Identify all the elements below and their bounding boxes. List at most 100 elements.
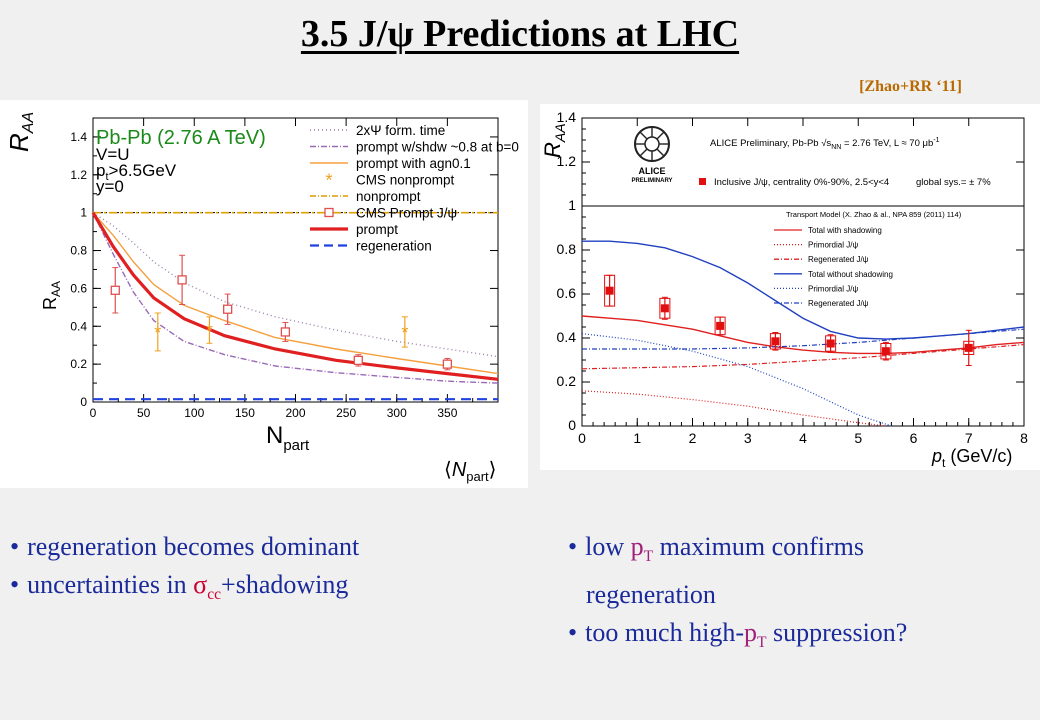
- left-legend: 2xΨ form. time prompt w/shdw ~0.8 at b=0p…: [310, 123, 519, 254]
- sys-box: [714, 316, 726, 336]
- alice-logo: ALICE PRELIMINARY: [631, 126, 673, 184]
- data-point: [964, 343, 973, 352]
- x-tick-label: 0: [90, 406, 97, 420]
- bullet-low-pt: • low pT maximum confirms: [568, 532, 864, 566]
- right-legend: Total with shadowing Primordial J/ψ Regene…: [774, 226, 893, 308]
- slide-title: 3.5 J/ψ Predictions at LHC: [300, 13, 740, 55]
- y-tick-label: 0.2: [70, 357, 87, 371]
- logo-spoke: [639, 131, 648, 140]
- y-tick-label: 0.8: [70, 244, 87, 258]
- left-chart-panel: RAA 0 0.2 0.4 0.6 0.8 1 1.2 1.4 0 50 100 150 200 250 3…: [0, 100, 528, 488]
- legend-label: Regenerated J/ψ: [808, 299, 869, 308]
- y-tick-label: 0.4: [557, 329, 577, 345]
- legend-label: Primordial J/ψ: [808, 284, 858, 293]
- x-tick-label: 4: [799, 430, 807, 446]
- citation: [Zhao+RR ‘11]: [859, 78, 962, 95]
- legend-label: CMS Prompt J/ψ: [356, 206, 457, 221]
- data-point: *: [206, 321, 213, 341]
- logo-spoke: [656, 131, 665, 140]
- x-tick-label: 8: [1020, 430, 1028, 446]
- bullet-high-pt: • too much high-pT suppression?: [568, 618, 908, 652]
- outer-y-label: RAA: [4, 112, 37, 152]
- data-point: [605, 286, 614, 295]
- data-point: [223, 304, 233, 314]
- right-chart-panel: RAA 0 0.2 0.4 0.6 0.8 1 1.2 1.4 0 1 2 3 4 5 6 7 8 pt (Ge…: [540, 104, 1040, 470]
- right-plot-area: 0 0.2 0.4 0.6 0.8 1 1.2 1.4 0 1 2 3 4 5 6 7 8: [557, 109, 1029, 446]
- x-tick-label: 50: [137, 406, 151, 420]
- inner-y-label: RAA: [40, 281, 63, 310]
- right-bullets: • low pT maximum confirms regeneration • t…: [568, 528, 907, 662]
- series-line: [581, 344, 1025, 370]
- data-point: [442, 359, 453, 369]
- svg-text:Inclusive J/ψ, centrality 0%-9: Inclusive J/ψ, centrality 0%-90%, 2.5<y<…: [714, 177, 889, 188]
- legend-label: Total with shadowing: [808, 226, 882, 235]
- x-tick-label: 5: [854, 430, 862, 446]
- legend-marker: *: [325, 171, 332, 191]
- x-tick-label: 2: [689, 430, 697, 446]
- series-line: [581, 390, 886, 427]
- x-tick-label: 200: [285, 406, 305, 420]
- data-point: [110, 285, 120, 295]
- y-tick-label: 0: [80, 395, 87, 409]
- x-tick-label: 3: [744, 430, 752, 446]
- bullet-low-pt-cont: regeneration: [586, 580, 716, 610]
- svg-text:ALICE: ALICE: [639, 166, 666, 176]
- data-point: [771, 337, 780, 346]
- vu-annotation: V=U: [96, 145, 130, 164]
- bullet-uncertainties: • uncertainties in σcc+shadowing: [10, 570, 349, 604]
- legend-label: nonprompt: [356, 189, 421, 204]
- y-tick-label: 1.4: [557, 109, 577, 125]
- plot-frame: [581, 117, 1025, 427]
- data-point: [660, 304, 669, 313]
- data-point: [177, 275, 187, 285]
- series-line: [92, 212, 499, 384]
- legend-label: prompt w/shdw ~0.8 at b=0: [356, 140, 519, 155]
- legend-label: 2xΨ form. time: [356, 123, 445, 138]
- x-tick-label: 350: [437, 406, 457, 420]
- series-line: [581, 333, 892, 427]
- pt-annotation: pt>6.5GeV: [96, 161, 177, 183]
- series-line: [581, 315, 1025, 355]
- legend-label: Regenerated J/ψ: [808, 255, 869, 264]
- right-y-label: RAA: [540, 123, 568, 158]
- y-tick-label: 1: [80, 206, 87, 220]
- right-chart: RAA 0 0.2 0.4 0.6 0.8 1 1.2 1.4 0 1 2 3 4 5 6 7 8 pt (Ge…: [540, 109, 1029, 470]
- legend-label: Primordial J/ψ: [808, 241, 858, 250]
- right-x-label: pt (GeV/c): [931, 446, 1012, 470]
- data-point: [881, 347, 890, 356]
- series-line: [92, 212, 499, 375]
- x-tick-label: 100: [184, 406, 204, 420]
- series-line: [582, 240, 1025, 340]
- x-tick-label: 150: [235, 406, 255, 420]
- sys-box: [769, 333, 781, 350]
- data-point: [353, 355, 363, 365]
- legend-label: Total without shadowing: [808, 270, 893, 279]
- y-annotation: y=0: [96, 177, 124, 196]
- y-tick-label: 0.6: [70, 281, 87, 295]
- x-tick-label: 250: [336, 406, 356, 420]
- sys-box: [963, 340, 975, 356]
- left-bullets: • regeneration becomes dominant • uncertai…: [10, 528, 359, 614]
- alice-header: ALICE Preliminary, Pb-Pb √sNN = 2.76 TeV…: [710, 137, 940, 151]
- model-title: Transport Model (X. Zhao & al., NPA 859 …: [786, 210, 962, 219]
- legend-marker: [324, 207, 334, 218]
- legend-label: prompt with agn0.1: [356, 156, 471, 171]
- data-point: *: [154, 323, 161, 343]
- legend-label: regeneration: [356, 239, 432, 254]
- inner-x-label: Npart: [266, 422, 310, 454]
- y-tick-label: 0.8: [557, 241, 577, 257]
- sys-box: [825, 335, 837, 352]
- y-tick-label: 0.2: [557, 373, 577, 389]
- x-tick-label: 6: [910, 430, 918, 446]
- sys-box: [604, 274, 616, 307]
- logo-spoke: [656, 148, 665, 157]
- y-tick-label: 1.2: [70, 168, 87, 182]
- x-tick-label: 7: [965, 430, 973, 446]
- logo-spoke: [639, 148, 648, 157]
- x-tick-label: 1: [633, 430, 641, 446]
- x-tick-label: 300: [387, 406, 407, 420]
- x-tick-label: 0: [578, 430, 586, 446]
- series-line: [582, 328, 1025, 350]
- data-point: [280, 327, 291, 337]
- left-chart: RAA 0 0.2 0.4 0.6 0.8 1 1.2 1.4 0 50 100 150 200 250 3…: [4, 112, 519, 484]
